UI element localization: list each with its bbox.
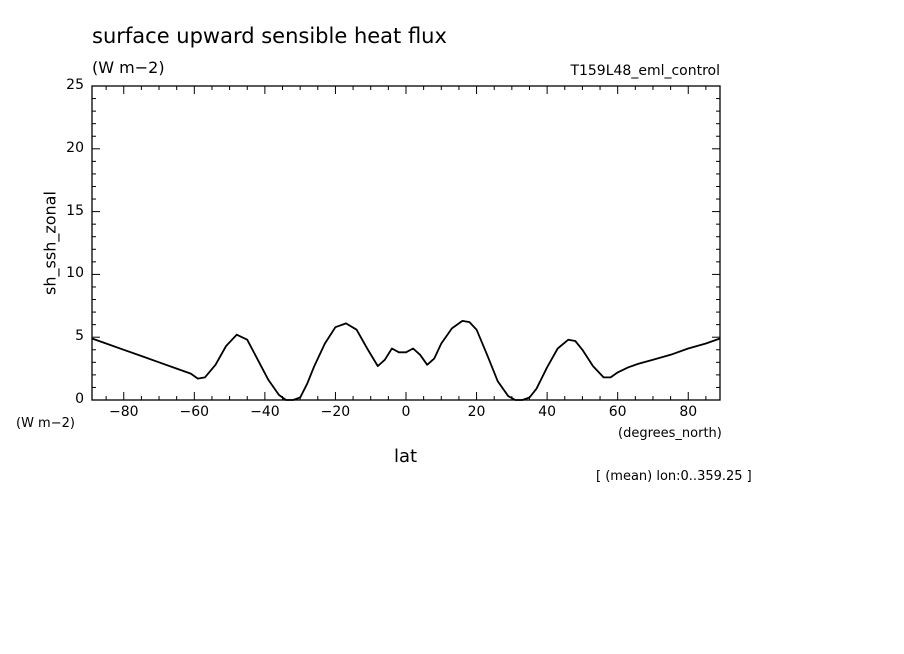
x-axis-units: (degrees_north) xyxy=(618,426,722,441)
x-tick-label: −80 xyxy=(108,404,139,420)
chart-subtitle: (W m−2) xyxy=(92,58,165,77)
x-tick-label: −40 xyxy=(250,404,280,420)
footnote: [ (mean) lon:0..359.25 ] xyxy=(596,469,752,484)
y-tick-label: 10 xyxy=(66,265,84,282)
x-tick-label: 0 xyxy=(401,404,411,420)
x-tick-label: −20 xyxy=(320,404,351,420)
x-tick-label: 60 xyxy=(608,404,627,420)
chart-title: surface upward sensible heat flux xyxy=(92,24,447,48)
y-tick-label: 5 xyxy=(75,328,84,345)
x-tick-label: −60 xyxy=(179,404,210,420)
y-axis-units: (W m−2) xyxy=(16,416,75,431)
series-line xyxy=(91,320,721,401)
x-tick-label: 20 xyxy=(467,404,486,420)
y-tick-label: 0 xyxy=(75,391,84,407)
plot-frame xyxy=(91,85,721,401)
x-tick-label: 80 xyxy=(679,404,698,420)
x-tick-label: 40 xyxy=(538,404,557,420)
y-axis-label: sh_ssh_zonal xyxy=(40,191,60,295)
y-tick-label: 20 xyxy=(66,139,84,156)
y-tick-label: 15 xyxy=(66,202,84,219)
x-axis-label: lat xyxy=(394,446,418,467)
run-label: T159L48_eml_control xyxy=(570,63,720,79)
y-tick-label: 25 xyxy=(66,77,84,93)
